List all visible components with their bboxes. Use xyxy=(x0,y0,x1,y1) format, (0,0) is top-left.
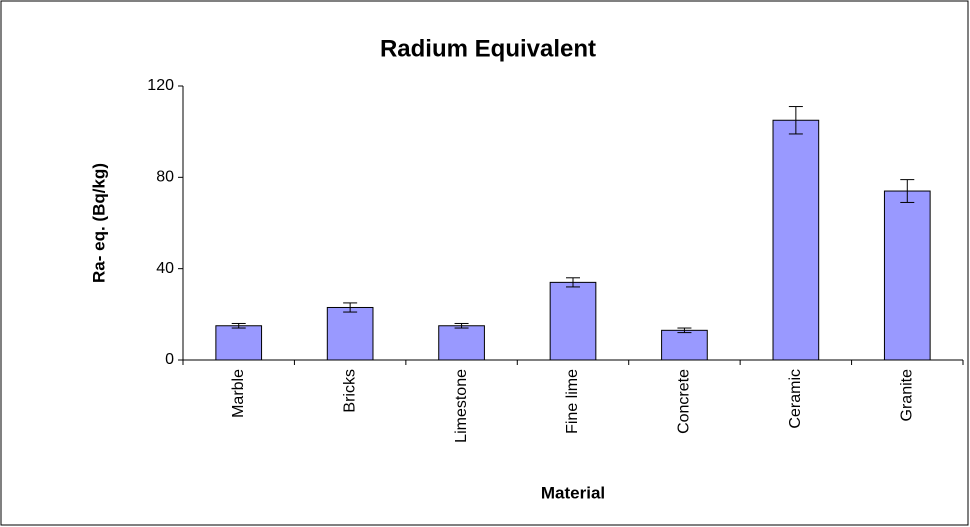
bar xyxy=(215,325,263,361)
error-bar xyxy=(454,322,469,329)
chart-title: Radium Equivalent xyxy=(380,35,596,62)
x-axis-title: Material xyxy=(541,483,605,502)
x-tick-label: Limestone xyxy=(453,369,470,443)
bar xyxy=(661,329,708,361)
error-bar xyxy=(343,302,358,313)
bar xyxy=(326,306,374,361)
bar xyxy=(438,325,485,361)
bar xyxy=(772,119,820,361)
x-tick-label: Bricks xyxy=(341,369,358,413)
x-tick-label: Marble xyxy=(230,369,247,418)
error-bar xyxy=(900,179,915,203)
error-bar xyxy=(677,327,692,334)
y-tick-label: 0 xyxy=(165,351,174,368)
error-bar xyxy=(788,106,803,135)
error-bar xyxy=(566,277,580,288)
y-tick-label: 80 xyxy=(156,169,174,186)
x-tick-label: Ceramic xyxy=(787,369,804,429)
y-tick-label: 40 xyxy=(156,260,174,277)
y-tick-label: 120 xyxy=(147,77,174,94)
bar xyxy=(883,190,931,361)
x-tick-label: Granite xyxy=(899,369,916,422)
x-tick-label: Fine lime xyxy=(564,369,581,434)
error-bar xyxy=(231,322,246,329)
x-tick-label: Concrete xyxy=(676,369,693,434)
bar xyxy=(549,281,597,361)
y-axis-title: Ra- eq. (Bq/kg) xyxy=(89,163,108,283)
